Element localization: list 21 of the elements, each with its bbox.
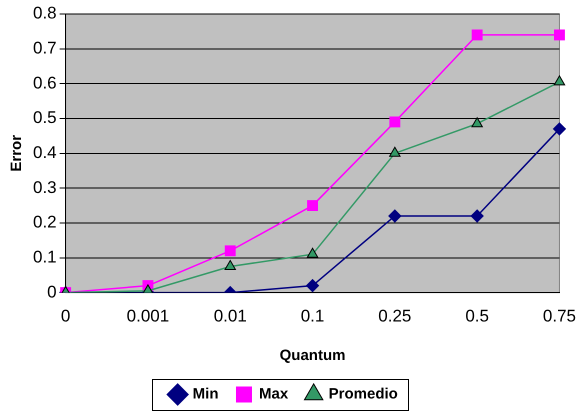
- y-tick-label: 0.8: [32, 4, 57, 23]
- x-tick-label: 0.001: [126, 306, 170, 326]
- y-tick-label: 0.6: [32, 73, 57, 92]
- y-tick-label: 0.4: [32, 142, 57, 162]
- y-tick-label: 0.2: [32, 212, 57, 232]
- x-tick-label: 0: [60, 306, 70, 326]
- x-tick-label: 0.25: [378, 306, 412, 326]
- y-tick-label: 0.3: [32, 178, 57, 197]
- x-tick-label: 0.75: [542, 306, 576, 326]
- y-tick-label: 0.1: [32, 247, 57, 266]
- x-tick-label: 0.01: [214, 306, 247, 326]
- y-tick-label: 0.7: [32, 38, 57, 58]
- y-axis-title: Error: [8, 134, 26, 172]
- legend-label: Min: [192, 386, 218, 403]
- x-axis-title: Quantum: [280, 347, 346, 364]
- legend-label: Max: [258, 386, 289, 403]
- y-tick-label: 0: [47, 282, 57, 302]
- legend-label: Promedio: [328, 386, 398, 403]
- x-tick-label: 0.5: [465, 306, 489, 326]
- x-tick-label: 0.1: [300, 306, 324, 326]
- y-tick-label: 0.5: [32, 108, 57, 128]
